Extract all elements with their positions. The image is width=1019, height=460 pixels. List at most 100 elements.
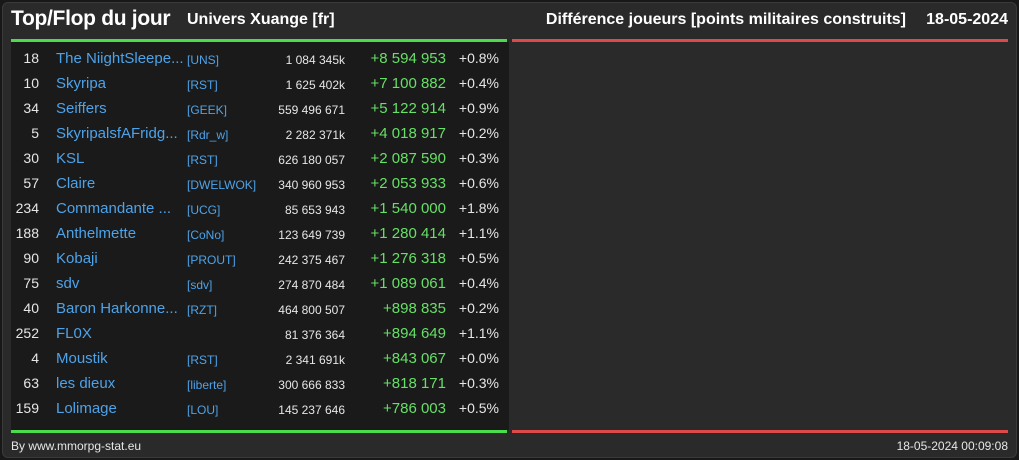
player-name-link[interactable]: Skyripa bbox=[56, 75, 107, 92]
list-item: 5 SkyripalsfAFridg... [Rdr_w] 2 282 371k +4 … bbox=[11, 122, 509, 147]
player-percent: +1.1% bbox=[458, 225, 499, 241]
alliance-tag-link[interactable]: [RZT] bbox=[187, 303, 217, 317]
player-total: 1 625 402k bbox=[285, 78, 345, 92]
player-rank: 18 bbox=[23, 50, 39, 66]
player-name-link[interactable]: Claire bbox=[56, 175, 96, 192]
player-total: 81 376 364 bbox=[284, 328, 345, 342]
player-difference: +5 122 914 bbox=[370, 100, 447, 117]
list-item: 30 KSL [RST] 626 180 057 +2 087 590 +0.3% bbox=[11, 147, 509, 172]
player-difference: +818 171 bbox=[383, 375, 446, 392]
top-panel bbox=[11, 42, 509, 430]
top-footer-divider bbox=[11, 430, 507, 433]
player-difference: +8 594 953 bbox=[370, 50, 447, 67]
list-item: 4 Moustik [RST] 2 341 691k +843 067 +0.0% bbox=[11, 347, 509, 372]
player-percent: +1.8% bbox=[458, 200, 499, 216]
player-name-link[interactable]: Commandante ... bbox=[56, 200, 172, 217]
alliance-tag-link[interactable]: [RST] bbox=[187, 353, 218, 367]
alliance-tag-link[interactable]: [RST] bbox=[187, 78, 218, 92]
player-difference: +7 100 882 bbox=[370, 75, 447, 92]
player-percent: +0.4% bbox=[458, 275, 499, 291]
alliance-tag-link[interactable]: [LOU] bbox=[187, 403, 219, 417]
player-difference: +4 018 917 bbox=[370, 125, 447, 142]
player-percent: +0.2% bbox=[458, 300, 499, 316]
player-difference: +1 089 061 bbox=[370, 275, 447, 292]
player-difference: +1 276 318 bbox=[370, 250, 447, 267]
player-name-link[interactable]: SkyripalsfAFridg... bbox=[56, 125, 178, 142]
list-item: 57 Claire [DWELWOK] 340 960 953 +2 053 933 +0… bbox=[11, 172, 509, 197]
list-item: 18 The NiightSleepe... [UNS] 1 084 345k +8 5… bbox=[11, 47, 509, 72]
player-rank: 159 bbox=[15, 400, 39, 416]
player-difference: +2 053 933 bbox=[370, 175, 447, 192]
metric-label: Différence joueurs [points militaires co… bbox=[545, 11, 906, 28]
player-difference: +786 003 bbox=[383, 400, 446, 417]
player-percent: +0.5% bbox=[458, 250, 499, 266]
player-total: 123 649 739 bbox=[278, 228, 345, 242]
alliance-tag-link[interactable]: [Rdr_w] bbox=[187, 128, 229, 142]
player-name-link[interactable]: The NiightSleepe... bbox=[56, 50, 184, 67]
flop-divider bbox=[512, 39, 1008, 42]
player-rank: 234 bbox=[15, 200, 39, 216]
list-item: 63 les dieux [liberte] 300 666 833 +818 171 +… bbox=[11, 372, 509, 397]
player-percent: +0.5% bbox=[458, 400, 499, 416]
player-difference: +894 649 bbox=[383, 325, 446, 342]
player-rank: 57 bbox=[23, 175, 39, 191]
player-name-link[interactable]: Moustik bbox=[56, 350, 108, 367]
player-name-link[interactable]: les dieux bbox=[56, 375, 116, 392]
player-rank: 10 bbox=[23, 75, 39, 91]
alliance-tag-link[interactable]: [RST] bbox=[187, 153, 218, 167]
list-item: 10 Skyripa [RST] 1 625 402k +7 100 882 +0.4% bbox=[11, 72, 509, 97]
player-name-link[interactable]: Seiffers bbox=[56, 100, 107, 117]
player-rank: 188 bbox=[15, 225, 39, 241]
page-title: Top/Flop du jour bbox=[11, 7, 171, 30]
player-difference: +898 835 bbox=[383, 300, 446, 317]
player-rank: 34 bbox=[23, 100, 39, 116]
alliance-tag-link[interactable]: [UCG] bbox=[187, 203, 221, 217]
player-percent: +1.1% bbox=[458, 325, 499, 341]
top-list: 18 The NiightSleepe... [UNS] 1 084 345k +8 5… bbox=[11, 47, 509, 422]
player-name-link[interactable]: Anthelmette bbox=[56, 225, 137, 242]
player-total: 2 341 691k bbox=[285, 353, 345, 367]
player-total: 464 800 507 bbox=[278, 303, 345, 317]
alliance-tag-link[interactable]: [CoNo] bbox=[187, 228, 225, 242]
generated-timestamp: 18-05-2024 00:09:08 bbox=[896, 439, 1008, 453]
player-rank: 75 bbox=[23, 275, 39, 291]
player-total: 2 282 371k bbox=[285, 128, 345, 142]
player-percent: +0.8% bbox=[458, 50, 499, 66]
player-difference: +1 280 414 bbox=[370, 225, 447, 242]
player-total: 300 666 833 bbox=[278, 378, 345, 392]
player-percent: +0.4% bbox=[458, 75, 499, 91]
alliance-tag-link[interactable]: [UNS] bbox=[187, 53, 220, 67]
player-rank: 4 bbox=[31, 350, 39, 366]
alliance-tag-link[interactable]: [GEEK] bbox=[187, 103, 228, 117]
credit-link[interactable]: By www.mmorpg-stat.eu bbox=[11, 439, 142, 453]
alliance-tag-link[interactable]: [DWELWOK] bbox=[187, 178, 257, 192]
alliance-tag-link[interactable]: [PROUT] bbox=[187, 253, 236, 267]
list-item: 234 Commandante ... [UCG] 85 653 943 +1 540 … bbox=[11, 197, 509, 222]
top-divider bbox=[11, 39, 507, 42]
player-percent: +0.3% bbox=[458, 375, 499, 391]
player-name-link[interactable]: Kobaji bbox=[56, 250, 98, 267]
flop-footer-divider bbox=[512, 430, 1008, 433]
player-rank: 5 bbox=[31, 125, 39, 141]
player-difference: +2 087 590 bbox=[370, 150, 447, 167]
alliance-tag-link[interactable]: [sdv] bbox=[187, 278, 213, 292]
player-total: 242 375 467 bbox=[278, 253, 345, 267]
player-name-link[interactable]: Baron Harkonne... bbox=[56, 300, 178, 317]
player-difference: +1 540 000 bbox=[370, 200, 447, 217]
player-name-link[interactable]: KSL bbox=[56, 150, 85, 167]
player-total: 559 496 671 bbox=[278, 103, 345, 117]
player-percent: +0.9% bbox=[458, 100, 499, 116]
player-percent: +0.6% bbox=[458, 175, 499, 191]
player-percent: +0.0% bbox=[458, 350, 499, 366]
universe-label: Univers Xuange [fr] bbox=[187, 11, 335, 28]
list-item: 34 Seiffers [GEEK] 559 496 671 +5 122 914 +0.… bbox=[11, 97, 509, 122]
player-rank: 30 bbox=[23, 150, 39, 166]
player-name-link[interactable]: Lolimage bbox=[56, 400, 117, 417]
player-name-link[interactable]: FL0X bbox=[56, 325, 92, 342]
list-item: 252 FL0X 81 376 364 +894 649 +1.1% bbox=[11, 322, 509, 347]
player-name-link[interactable]: sdv bbox=[56, 275, 80, 292]
player-total: 145 237 646 bbox=[278, 403, 345, 417]
alliance-tag-link[interactable]: [liberte] bbox=[187, 378, 227, 392]
list-item: 75 sdv [sdv] 274 870 484 +1 089 061 +0.4% bbox=[11, 272, 509, 297]
list-item: 188 Anthelmette [CoNo] 123 649 739 +1 280 41… bbox=[11, 222, 509, 247]
